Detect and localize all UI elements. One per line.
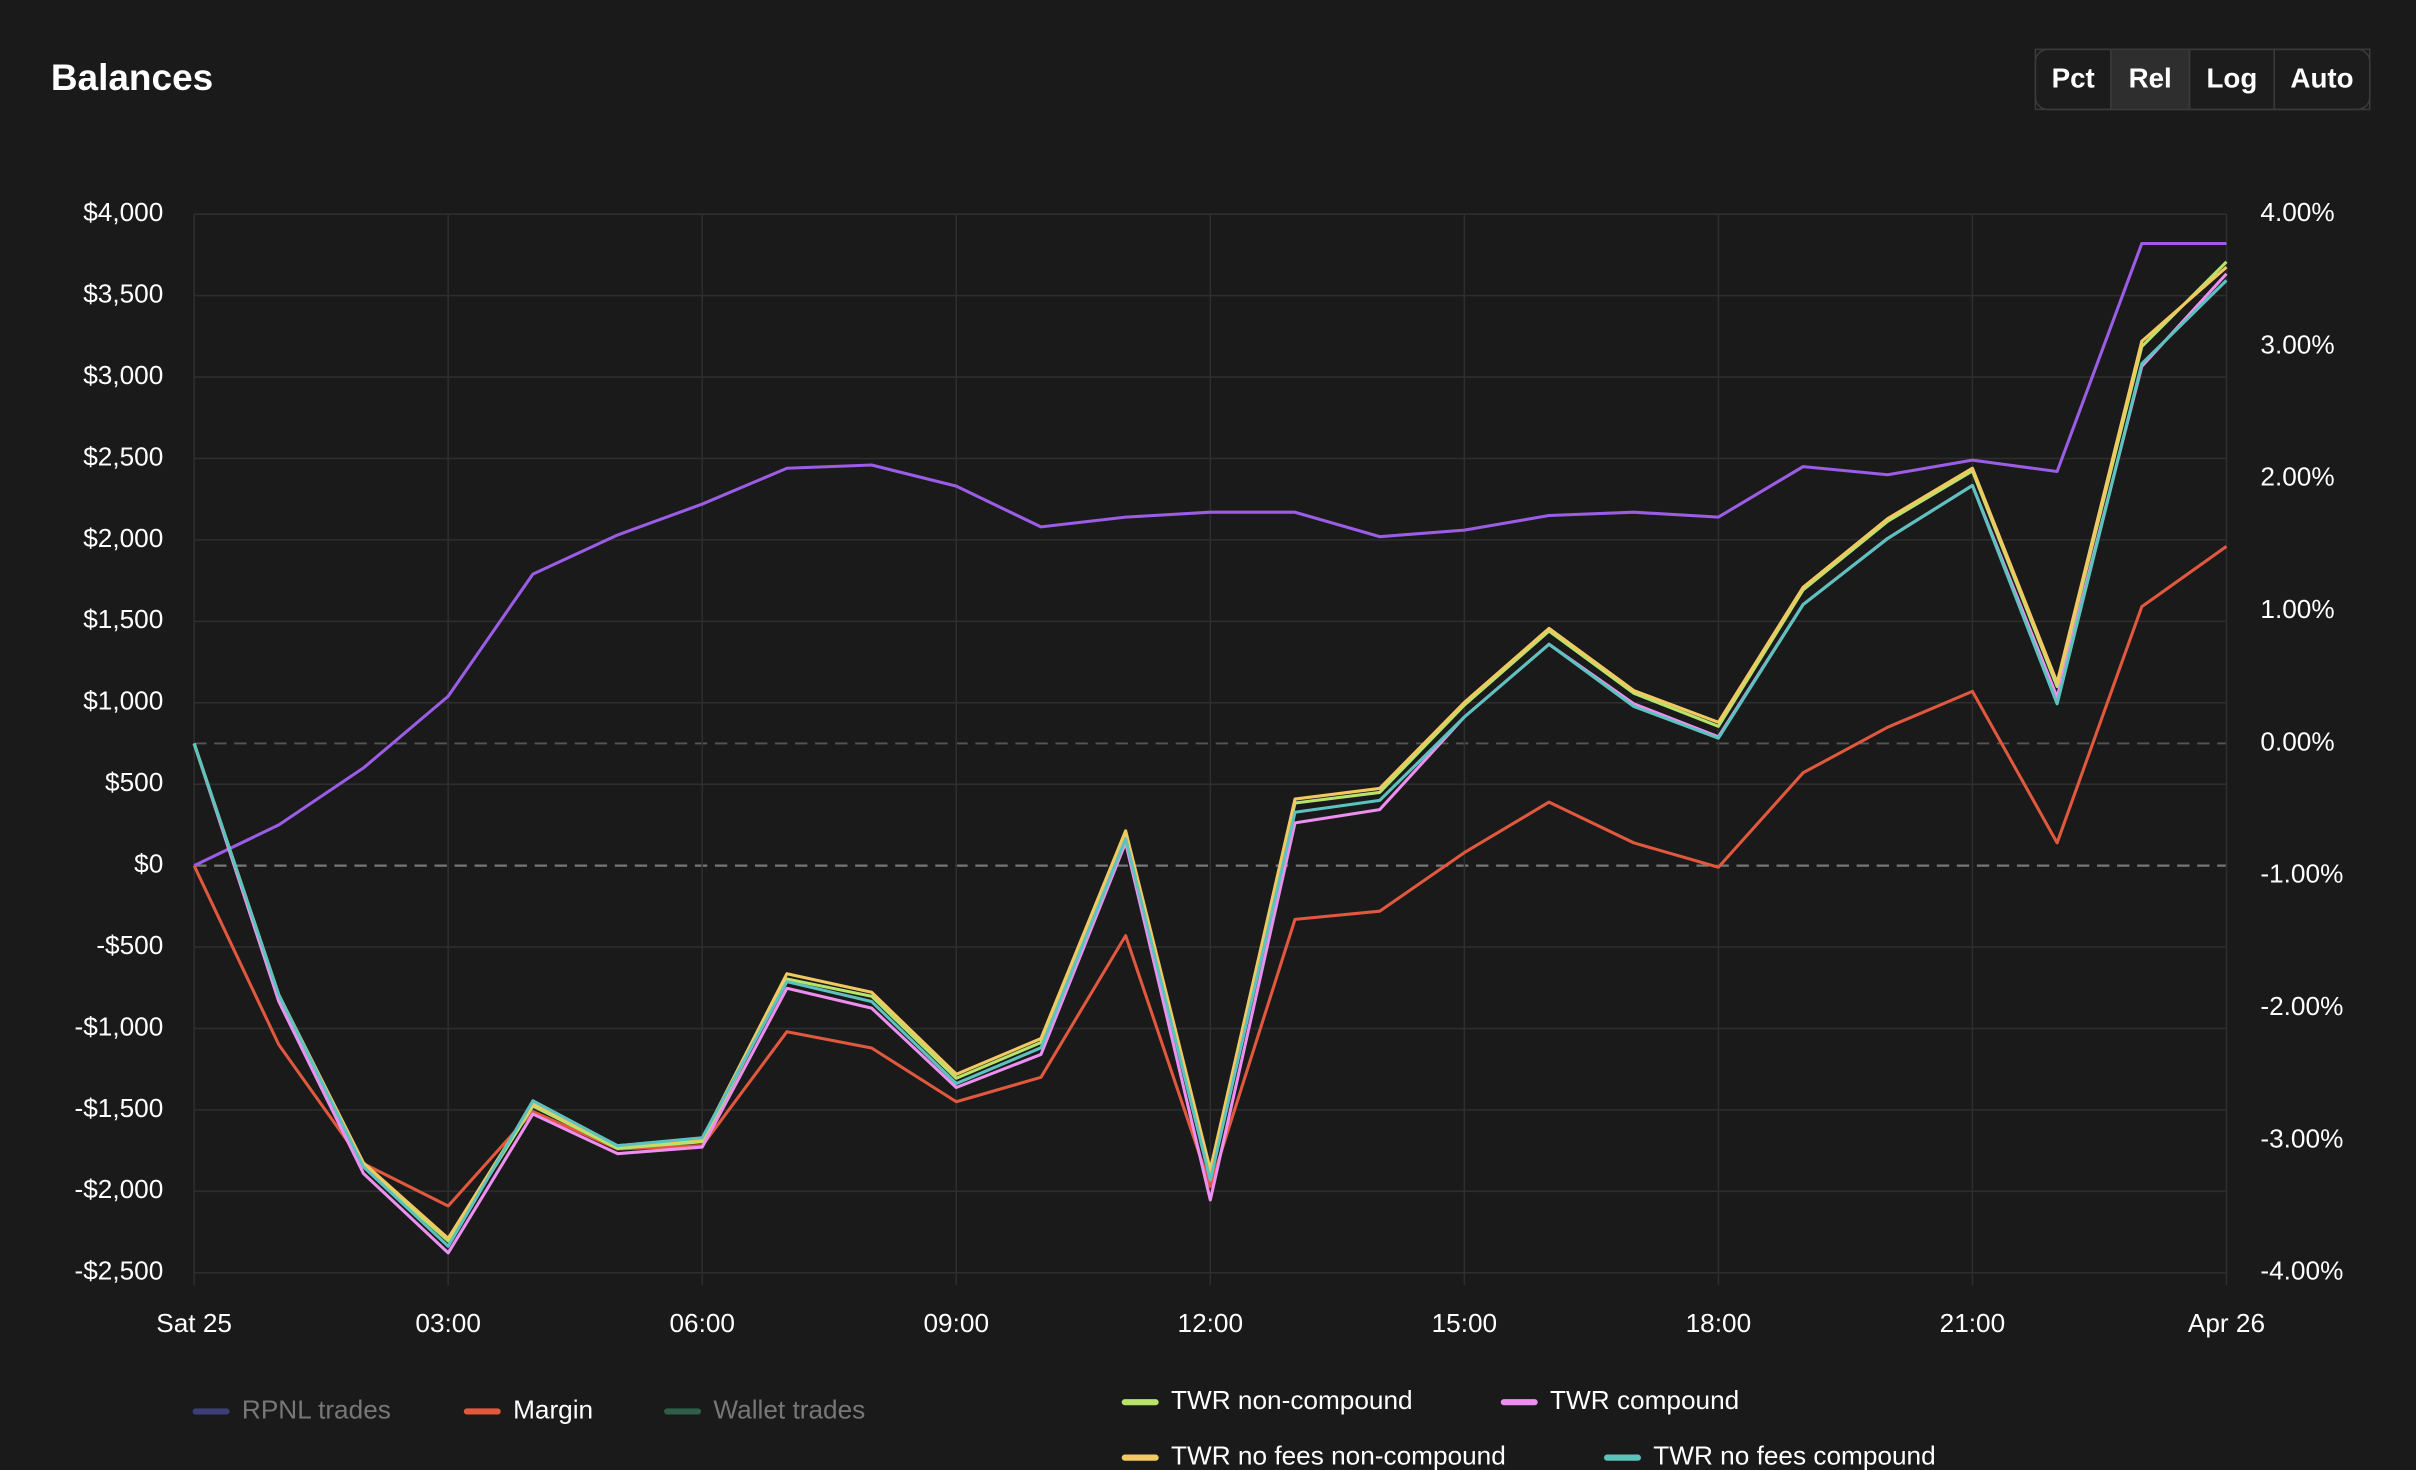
y2-tick-label: 0.00% xyxy=(2260,726,2334,756)
y-tick-label: -$500 xyxy=(96,930,163,960)
button-label[interactable]: Pct xyxy=(2052,62,2095,93)
legend-label[interactable]: Margin xyxy=(513,1394,593,1424)
legend-label[interactable]: TWR non-compound xyxy=(1171,1385,1413,1415)
button-label[interactable]: Auto xyxy=(2290,62,2353,93)
button[interactable]: Log xyxy=(2188,48,2276,111)
button-group: Pct Rel Log Auto xyxy=(2034,48,2371,111)
button[interactable]: Auto xyxy=(2273,48,2371,111)
button[interactable]: Rel xyxy=(2110,48,2191,111)
y-tick-label: $2,000 xyxy=(83,523,163,553)
y2-tick-label: 2.00% xyxy=(2260,462,2334,492)
y2-tick-label: 4.00% xyxy=(2260,197,2334,227)
y-tick-label: $1,000 xyxy=(83,686,163,716)
y-tick-label: -$2,500 xyxy=(74,1256,163,1286)
legend-item[interactable]: TWR no fees non-compound xyxy=(1121,1441,1506,1470)
legend-label[interactable]: Wallet trades xyxy=(713,1394,865,1424)
x-tick-label: 06:00 xyxy=(669,1308,735,1338)
y2-tick-label: 3.00% xyxy=(2260,329,2334,359)
series-line xyxy=(192,279,2228,1248)
x-tick-label: 15:00 xyxy=(1432,1308,1498,1338)
x-tick-label: 09:00 xyxy=(923,1308,989,1338)
y-tick-label: -$1,000 xyxy=(74,1011,163,1041)
y2-tick-label: -4.00% xyxy=(2260,1256,2343,1286)
legend-item[interactable]: RPNL trades xyxy=(192,1394,391,1424)
legend-label[interactable]: TWR no fees non-compound xyxy=(1171,1441,1506,1470)
y-tick-label: $2,500 xyxy=(83,441,163,471)
series-line xyxy=(193,241,2227,868)
legend-item[interactable]: TWR non-compound xyxy=(1121,1385,1413,1415)
y-tick-label: $500 xyxy=(105,767,163,797)
x-tick-label: 12:00 xyxy=(1178,1308,1244,1338)
x-tick-label: Apr 26 xyxy=(2188,1308,2265,1338)
legend-label[interactable]: TWR no fees compound xyxy=(1653,1441,1935,1470)
series-line xyxy=(192,545,2228,1208)
y2-tick-label: -1.00% xyxy=(2260,859,2343,889)
button-label[interactable]: Log xyxy=(2206,62,2257,93)
legend-label[interactable]: TWR compound xyxy=(1550,1385,1739,1415)
button[interactable]: Pct xyxy=(2034,48,2112,111)
y2-tick-label: 1.00% xyxy=(2260,594,2334,624)
x-tick-label: Sat 25 xyxy=(156,1308,232,1338)
y-tick-label: $4,000 xyxy=(83,197,163,227)
legend-item[interactable]: TWR no fees compound xyxy=(1603,1441,1936,1470)
y-tick-label: $3,000 xyxy=(83,360,163,390)
title: Balances xyxy=(51,57,213,98)
x-tick-label: 21:00 xyxy=(1940,1308,2006,1338)
y-tick-label: $3,500 xyxy=(83,279,163,309)
y2-tick-label: -3.00% xyxy=(2260,1123,2343,1153)
button-label[interactable]: Rel xyxy=(2129,62,2172,93)
y2-tick-label: -2.00% xyxy=(2260,991,2343,1021)
x-tick-label: 03:00 xyxy=(415,1308,481,1338)
legend-item[interactable]: Wallet trades xyxy=(664,1394,865,1424)
y-tick-label: $0 xyxy=(134,849,163,879)
plot: -$2,500 -$2,000 -$1,500 -$1,000 -$500 $0 $500 $… xyxy=(74,197,2343,1470)
legend-label[interactable]: RPNL trades xyxy=(242,1394,391,1424)
y-tick-label: $1,500 xyxy=(83,604,163,634)
y-tick-label: -$2,000 xyxy=(74,1174,163,1204)
button-bg[interactable] xyxy=(2273,48,2371,111)
x-tick-label: 18:00 xyxy=(1686,1308,1752,1338)
legend-item[interactable]: TWR compound xyxy=(1500,1385,1739,1415)
y-tick-label: -$1,500 xyxy=(74,1093,163,1123)
button-bg[interactable] xyxy=(2110,48,2191,111)
legend-item[interactable]: Margin xyxy=(463,1394,593,1424)
